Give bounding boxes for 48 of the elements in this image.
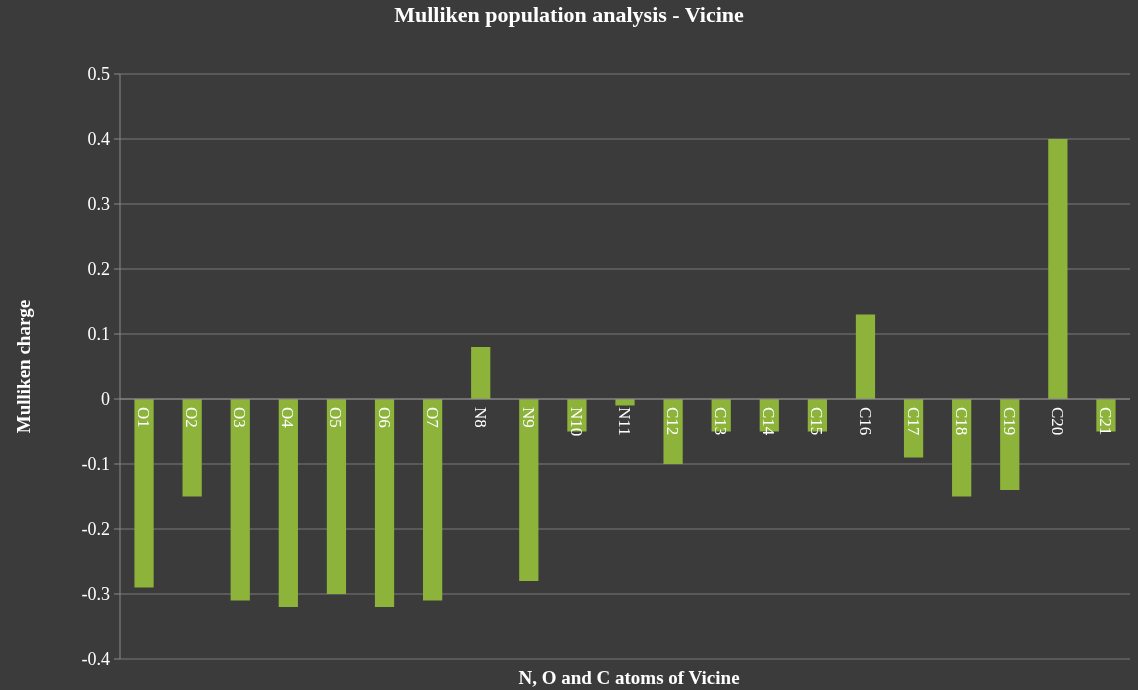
x-tick-label: O2 xyxy=(182,407,202,428)
bar xyxy=(230,399,250,601)
y-tick-label: 0.5 xyxy=(87,64,110,85)
y-tick-label: -0.1 xyxy=(81,454,110,475)
x-tick-label: C19 xyxy=(999,407,1019,436)
bar xyxy=(855,314,876,399)
x-tick-label: C21 xyxy=(1096,407,1115,436)
chart-title: Mulliken population analysis - Vicine xyxy=(394,2,745,27)
bar xyxy=(663,399,683,464)
bar xyxy=(182,399,202,497)
bar xyxy=(326,399,347,594)
x-tick-label: C16 xyxy=(855,407,875,436)
y-tick-label: 0.2 xyxy=(87,259,110,280)
y-tick-label: 0.4 xyxy=(87,129,110,150)
bar xyxy=(615,399,635,406)
y-tick-label: 0 xyxy=(101,389,110,410)
bar xyxy=(1048,139,1068,399)
x-tick-label: N8 xyxy=(470,407,490,428)
y-tick-label: -0.3 xyxy=(81,584,110,605)
x-tick-label: C14 xyxy=(759,407,779,436)
y-axis-title: Mulliken charge xyxy=(13,299,34,434)
x-tick-label: O1 xyxy=(134,407,154,428)
x-tick-label: N11 xyxy=(615,407,635,436)
bar xyxy=(952,399,972,497)
bar xyxy=(134,399,154,588)
x-tick-label: C17 xyxy=(903,407,923,436)
bar xyxy=(471,347,491,399)
y-tick-label: -0.4 xyxy=(81,649,110,670)
x-axis-title: N, O and C atoms of Vicine xyxy=(518,667,740,688)
y-tick-label: 0.1 xyxy=(87,324,110,345)
x-tick-label: C12 xyxy=(663,407,683,436)
bar xyxy=(278,399,298,607)
x-tick-label: O3 xyxy=(230,407,250,428)
x-tick-label: C20 xyxy=(1047,407,1067,436)
bar xyxy=(519,399,539,581)
x-tick-label: O6 xyxy=(374,407,394,428)
bar xyxy=(423,399,443,601)
x-tick-label: O5 xyxy=(326,407,346,428)
x-tick-label: C15 xyxy=(807,407,827,436)
bar xyxy=(374,399,395,607)
y-tick-label: 0.3 xyxy=(87,194,110,215)
x-tick-label: N9 xyxy=(518,407,538,428)
x-tick-label: C18 xyxy=(951,407,971,436)
x-tick-label: C13 xyxy=(711,407,731,436)
y-tick-label: -0.2 xyxy=(81,519,110,540)
x-tick-label: O7 xyxy=(422,407,442,429)
x-tick-label: O4 xyxy=(278,407,298,429)
x-tick-label: N10 xyxy=(566,407,586,437)
